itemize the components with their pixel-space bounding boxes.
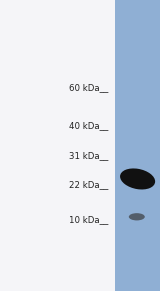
Text: 10 kDa__: 10 kDa__	[69, 215, 109, 224]
Text: 22 kDa__: 22 kDa__	[69, 180, 109, 189]
Text: 31 kDa__: 31 kDa__	[69, 151, 109, 160]
Text: 40 kDa__: 40 kDa__	[69, 121, 109, 129]
Ellipse shape	[120, 168, 155, 189]
Ellipse shape	[129, 213, 145, 221]
Text: 60 kDa__: 60 kDa__	[69, 83, 109, 92]
Bar	[115, 0, 160, 291]
